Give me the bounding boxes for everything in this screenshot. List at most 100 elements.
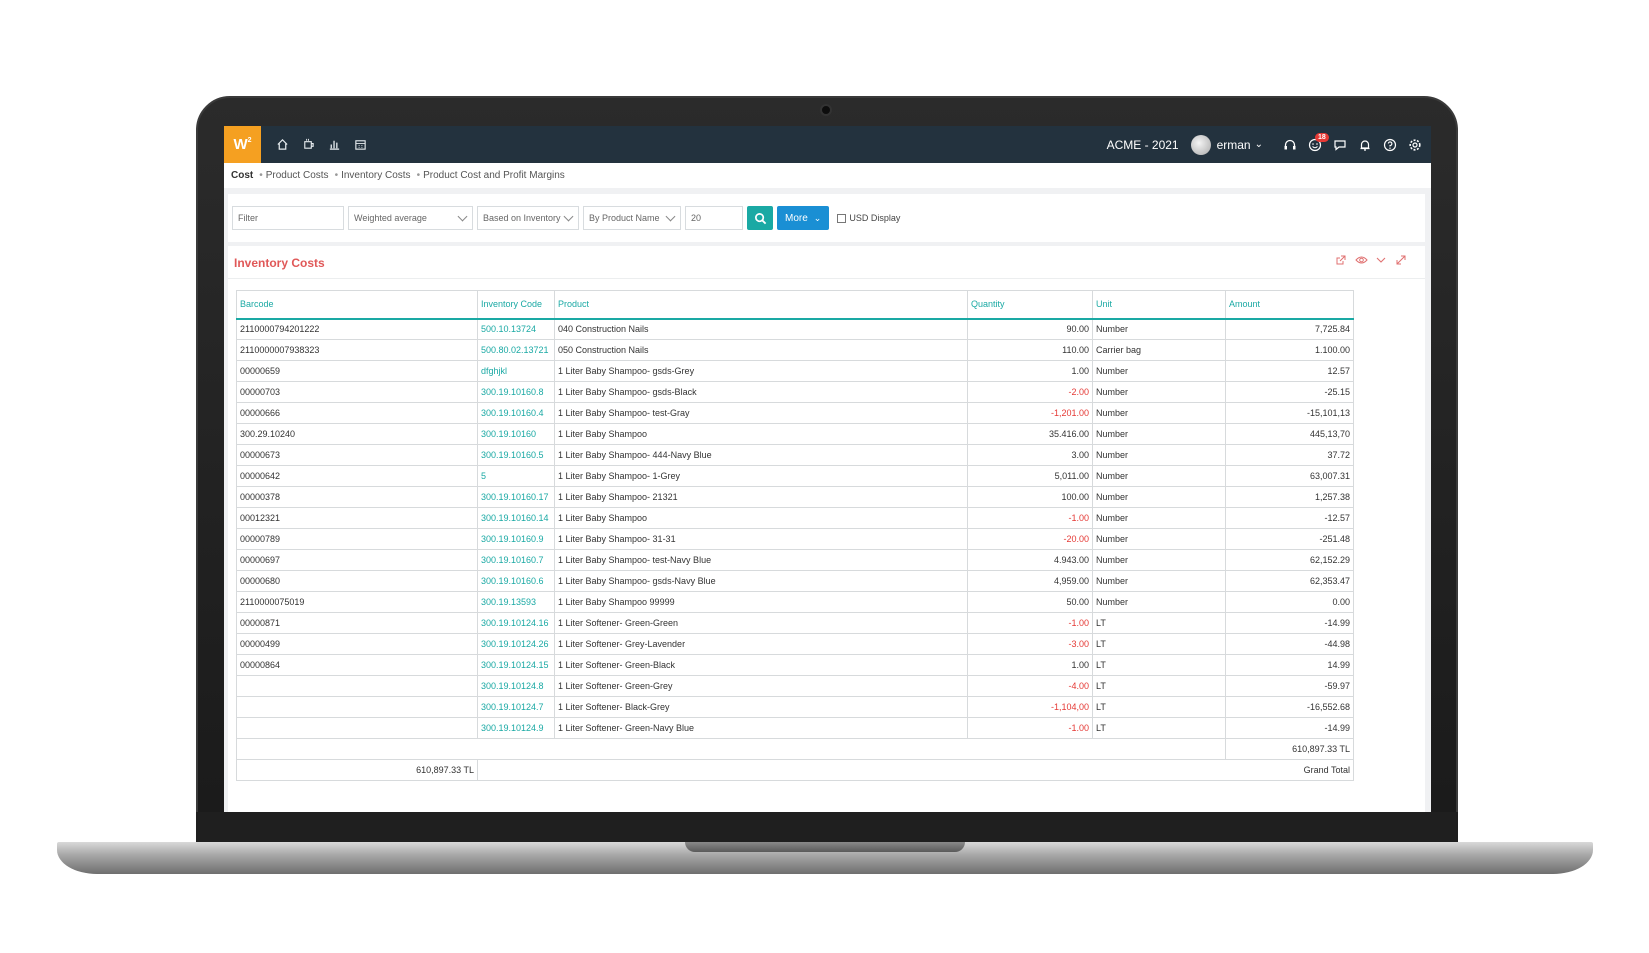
cell-inventory-code[interactable]: 300.19.10124.7 xyxy=(477,696,555,718)
table-row[interactable]: 00000703 300.19.10160.8 1 Liter Baby Shamp… xyxy=(236,381,1354,403)
cell-inventory-code[interactable]: 300.19.10160.6 xyxy=(477,570,555,592)
cell-product: 1 Liter Softener- Green-Grey xyxy=(554,675,968,697)
cell-quantity: 4.943.00 xyxy=(967,549,1093,571)
cell-inventory-code[interactable]: 300.19.10160.14 xyxy=(477,507,555,529)
smiley-icon[interactable]: 18 xyxy=(1302,132,1329,158)
column-header-product[interactable]: Product xyxy=(554,290,968,320)
logo-text: W xyxy=(233,136,248,153)
table-row[interactable]: 00000864 300.19.10124.15 1 Liter Softener-… xyxy=(236,654,1354,676)
table-row[interactable]: 00000673 300.19.10160.5 1 Liter Baby Shamp… xyxy=(236,444,1354,466)
table-row[interactable]: 00000499 300.19.10124.26 1 Liter Softener-… xyxy=(236,633,1354,655)
column-header-barcode[interactable]: Barcode xyxy=(236,290,478,320)
cell-inventory-code[interactable]: 300.19.10124.26 xyxy=(477,633,555,655)
cell-product: 1 Liter Baby Shampoo- gsds-Grey xyxy=(554,360,968,382)
table-row[interactable]: 00000666 300.19.10160.4 1 Liter Baby Shamp… xyxy=(236,402,1354,424)
company-selector[interactable]: ACME - 2021 xyxy=(1106,137,1179,152)
table-row[interactable]: 00000789 300.19.10160.9 1 Liter Baby Shamp… xyxy=(236,528,1354,550)
cell-inventory-code[interactable]: 300.19.10160.17 xyxy=(477,486,555,508)
usd-display-toggle[interactable]: USD Display xyxy=(837,213,900,223)
cell-quantity: -4.00 xyxy=(967,675,1093,697)
cell-product: 1 Liter Baby Shampoo- test-Gray xyxy=(554,402,968,424)
cell-inventory-code[interactable]: 300.19.10160.8 xyxy=(477,381,555,403)
panel-title: Inventory Costs xyxy=(234,256,325,270)
column-header-quantity[interactable]: Quantity xyxy=(967,290,1093,320)
cell-inventory-code[interactable]: 300.19.10124.8 xyxy=(477,675,555,697)
cell-inventory-code[interactable]: 500.10.13724 xyxy=(477,318,555,340)
table-row[interactable]: 00000642 5 1 Liter Baby Shampoo- 1-Grey 5,0… xyxy=(236,465,1354,487)
table-row[interactable]: 300.19.10124.8 1 Liter Softener- Green-Gr… xyxy=(236,675,1354,697)
cell-amount: -16,552.68 xyxy=(1225,696,1354,718)
usd-checkbox[interactable] xyxy=(837,213,847,223)
cell-unit: Number xyxy=(1092,465,1226,487)
cell-inventory-code[interactable]: 300.19.10124.9 xyxy=(477,717,555,739)
calendar-icon[interactable] xyxy=(347,132,373,158)
coffee-cup-icon[interactable] xyxy=(295,132,321,158)
cell-inventory-code[interactable]: 300.19.10160.9 xyxy=(477,528,555,550)
table-row[interactable]: 00000871 300.19.10124.16 1 Liter Softener-… xyxy=(236,612,1354,634)
breadcrumb-item-cost[interactable]: Cost xyxy=(231,170,254,181)
bell-icon[interactable] xyxy=(1352,132,1377,158)
table-row[interactable]: 00000378 300.19.10160.17 1 Liter Baby Sham… xyxy=(236,486,1354,508)
table-row[interactable]: 00012321 300.19.10160.14 1 Liter Baby Sham… xyxy=(236,507,1354,529)
breadcrumb-item-profit-margins[interactable]: Product Cost and Profit Margins xyxy=(423,170,565,181)
cell-inventory-code[interactable]: 300.19.10160 xyxy=(477,423,555,445)
breadcrumb-item-product-costs[interactable]: Product Costs xyxy=(265,170,329,181)
filter-input[interactable]: Filter xyxy=(232,206,344,230)
table-row[interactable]: 2110000075019 300.19.13593 1 Liter Baby Sh… xyxy=(236,591,1354,613)
cell-inventory-code[interactable]: 300.19.10160.4 xyxy=(477,402,555,424)
cell-inventory-code[interactable]: 300.19.13593 xyxy=(477,591,555,613)
eye-icon[interactable] xyxy=(1351,254,1371,266)
table-row[interactable]: 00000659 dfghjkl 1 Liter Baby Shampoo- gsd… xyxy=(236,360,1354,382)
more-button[interactable]: More ⌄ xyxy=(777,206,830,230)
chat-icon[interactable] xyxy=(1327,132,1352,158)
breadcrumb-separator: • xyxy=(259,170,263,181)
cell-unit: Number xyxy=(1092,402,1226,424)
cost-method-select[interactable]: Weighted average xyxy=(348,206,473,230)
cell-inventory-code[interactable]: 300.19.10160.5 xyxy=(477,444,555,466)
cell-inventory-code[interactable]: 300.19.10160.7 xyxy=(477,549,555,571)
cell-inventory-code[interactable]: 300.19.10124.15 xyxy=(477,654,555,676)
help-icon[interactable] xyxy=(1377,132,1402,158)
gear-icon[interactable] xyxy=(1402,132,1427,158)
cell-product: 1 Liter Baby Shampoo- 31-31 xyxy=(554,528,968,550)
table-row[interactable]: 2110000794201222 500.10.13724 040 Construc… xyxy=(236,318,1354,340)
table-row[interactable]: 300.19.10124.9 1 Liter Softener- Green-Na… xyxy=(236,717,1354,739)
cell-inventory-code[interactable]: 300.19.10124.16 xyxy=(477,612,555,634)
bar-chart-icon[interactable] xyxy=(321,132,347,158)
table-row[interactable]: 00000680 300.19.10160.6 1 Liter Baby Shamp… xyxy=(236,570,1354,592)
table-row[interactable]: 300.19.10124.7 1 Liter Softener- Black-Gr… xyxy=(236,696,1354,718)
table-row[interactable]: 300.29.10240 300.19.10160 1 Liter Baby Sha… xyxy=(236,423,1354,445)
headset-icon[interactable] xyxy=(1277,132,1302,158)
export-icon[interactable] xyxy=(1331,254,1351,266)
cell-unit: LT xyxy=(1092,696,1226,718)
column-header-amount[interactable]: Amount xyxy=(1225,290,1354,320)
home-icon[interactable] xyxy=(269,132,295,158)
cell-inventory-code[interactable]: 5 xyxy=(477,465,555,487)
logo-superscript: 2 xyxy=(247,137,252,144)
user-name: erman xyxy=(1216,137,1251,152)
column-header-unit[interactable]: Unit xyxy=(1092,290,1226,320)
cell-barcode: 00000680 xyxy=(236,570,478,592)
cell-inventory-code[interactable]: dfghjkl xyxy=(477,360,555,382)
expand-icon[interactable] xyxy=(1391,254,1411,266)
cell-amount: -15,101,13 xyxy=(1225,402,1354,424)
row-count-input[interactable]: 20 xyxy=(685,206,743,230)
breadcrumb-item-inventory-costs[interactable]: Inventory Costs xyxy=(341,170,411,181)
cell-inventory-code[interactable]: 500.80.02.13721 xyxy=(477,339,555,361)
cell-unit: LT xyxy=(1092,654,1226,676)
cell-barcode: 00000499 xyxy=(236,633,478,655)
table-row[interactable]: 00000697 300.19.10160.7 1 Liter Baby Shamp… xyxy=(236,549,1354,571)
collapse-icon[interactable] xyxy=(1371,254,1391,266)
cell-amount: 1,257.38 xyxy=(1225,486,1354,508)
column-header-inventory-code[interactable]: Inventory Code xyxy=(477,290,555,320)
search-button[interactable] xyxy=(747,206,773,230)
basis-value: Based on Inventory xyxy=(483,213,561,223)
table-header-row: Barcode Inventory Code Product Quantity … xyxy=(236,290,1354,320)
grouping-select[interactable]: By Product Name xyxy=(583,206,681,230)
cell-amount: -12.57 xyxy=(1225,507,1354,529)
table-row[interactable]: 2110000007938323 500.80.02.13721 050 Const… xyxy=(236,339,1354,361)
user-menu[interactable]: erman ⌄ xyxy=(1190,134,1263,155)
cell-quantity: 50.00 xyxy=(967,591,1093,613)
basis-select[interactable]: Based on Inventory xyxy=(477,206,579,230)
